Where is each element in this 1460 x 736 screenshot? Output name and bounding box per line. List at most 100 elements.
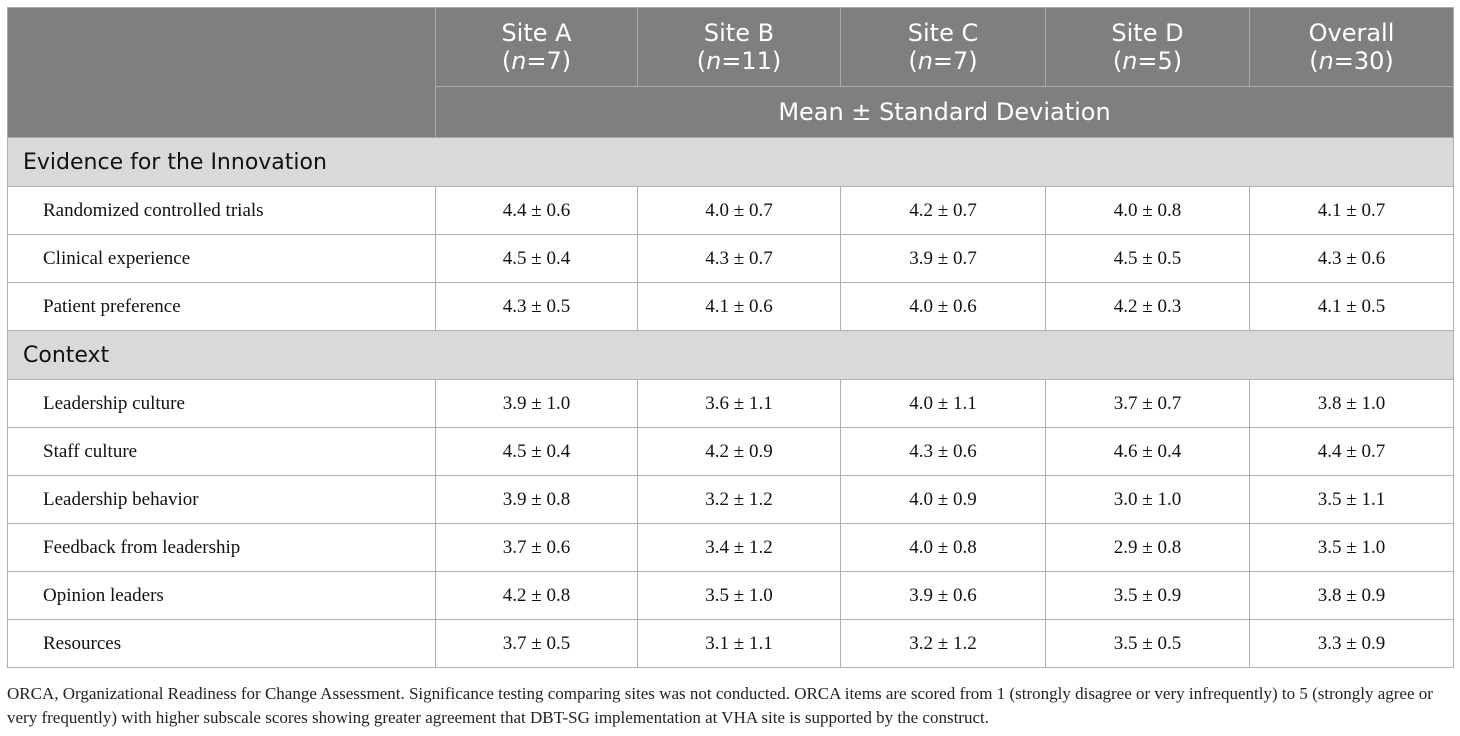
column-header-overall: Overall (n=30) xyxy=(1249,7,1454,87)
table-row: Opinion leaders 4.2 ± 0.8 3.5 ± 1.0 3.9 ± 0… xyxy=(7,571,1454,620)
n-prefix: ( xyxy=(1112,47,1123,75)
column-header-name: Site D xyxy=(1111,19,1184,47)
header-corner-cell xyxy=(7,7,436,138)
table-row: Patient preference 4.3 ± 0.5 4.1 ± 0.6 4.0 … xyxy=(7,282,1454,331)
value-cell: 3.8 ± 1.0 xyxy=(1249,379,1454,428)
value-cell: 4.3 ± 0.6 xyxy=(1249,234,1454,283)
column-header-n: (n=30) xyxy=(1250,47,1453,75)
value-cell: 4.0 ± 0.8 xyxy=(1045,186,1250,235)
value-cell: 3.5 ± 1.0 xyxy=(637,571,841,620)
value-cell: 4.0 ± 0.6 xyxy=(840,282,1046,331)
column-header-name: Overall xyxy=(1308,19,1395,47)
n-prefix: ( xyxy=(1309,47,1319,75)
value-cell: 3.2 ± 1.2 xyxy=(840,619,1046,668)
value-cell: 3.9 ± 0.7 xyxy=(840,234,1046,283)
n-symbol: n xyxy=(511,47,527,75)
value-cell: 4.4 ± 0.7 xyxy=(1249,427,1454,476)
n-prefix: ( xyxy=(908,47,918,75)
value-cell: 3.6 ± 1.1 xyxy=(637,379,841,428)
value-cell: 4.5 ± 0.5 xyxy=(1045,234,1250,283)
results-table-container: Site A (n=7) Site B (n=11) Site C (n=7) … xyxy=(7,7,1454,668)
n-prefix: ( xyxy=(696,47,707,75)
value-cell: 3.5 ± 0.5 xyxy=(1045,619,1250,668)
value-cell: 4.1 ± 0.6 xyxy=(637,282,841,331)
n-value: =7) xyxy=(932,47,978,75)
n-value: =5) xyxy=(1137,47,1183,75)
row-label: Leadership culture xyxy=(7,379,436,428)
row-label: Clinical experience xyxy=(7,234,436,283)
column-header-n: (n=7) xyxy=(436,47,637,75)
column-header-n: (n=11) xyxy=(638,47,840,75)
value-cell: 4.0 ± 0.7 xyxy=(637,186,841,235)
value-cell: 4.0 ± 0.9 xyxy=(840,475,1046,524)
n-value: =7) xyxy=(526,47,572,75)
section-header-row: Evidence for the Innovation xyxy=(7,137,1454,187)
value-cell: 4.2 ± 0.7 xyxy=(840,186,1046,235)
table-row: Resources 3.7 ± 0.5 3.1 ± 1.1 3.2 ± 1.2 3.5 … xyxy=(7,619,1454,668)
value-cell: 2.9 ± 0.8 xyxy=(1045,523,1250,572)
value-cell: 3.5 ± 1.0 xyxy=(1249,523,1454,572)
value-cell: 3.2 ± 1.2 xyxy=(637,475,841,524)
n-symbol: n xyxy=(706,47,722,75)
column-header-site-a: Site A (n=7) xyxy=(435,7,638,87)
n-value: =30) xyxy=(1333,47,1394,75)
value-cell: 4.4 ± 0.6 xyxy=(435,186,638,235)
table-row: Randomized controlled trials 4.4 ± 0.6 4.0… xyxy=(7,186,1454,235)
header-row-sites: Site A (n=7) Site B (n=11) Site C (n=7) … xyxy=(7,7,1454,138)
orca-results-table: Site A (n=7) Site B (n=11) Site C (n=7) … xyxy=(7,7,1454,668)
table-row: Leadership culture 3.9 ± 1.0 3.6 ± 1.1 4.0 … xyxy=(7,379,1454,428)
column-header-name: Site C xyxy=(907,19,979,47)
value-cell: 3.0 ± 1.0 xyxy=(1045,475,1250,524)
header-row-statistic: Mean ± Standard Deviation xyxy=(8,86,1454,138)
column-header-name: Site A xyxy=(501,19,572,47)
statistic-subheader: Mean ± Standard Deviation xyxy=(435,86,1454,138)
value-cell: 4.2 ± 0.3 xyxy=(1045,282,1250,331)
table-row: Clinical experience 4.5 ± 0.4 4.3 ± 0.7 3.9… xyxy=(7,234,1454,283)
section-header-row: Context xyxy=(7,330,1454,380)
value-cell: 3.9 ± 1.0 xyxy=(435,379,638,428)
value-cell: 4.5 ± 0.4 xyxy=(435,234,638,283)
table-body: Evidence for the Innovation Randomized co… xyxy=(7,137,1454,668)
value-cell: 3.7 ± 0.6 xyxy=(435,523,638,572)
value-cell: 3.7 ± 0.7 xyxy=(1045,379,1250,428)
value-cell: 3.3 ± 0.9 xyxy=(1249,619,1454,668)
n-symbol: n xyxy=(917,47,933,75)
n-value: =11) xyxy=(721,47,782,75)
value-cell: 4.0 ± 0.8 xyxy=(840,523,1046,572)
row-label: Resources xyxy=(7,619,436,668)
value-cell: 3.8 ± 0.9 xyxy=(1249,571,1454,620)
value-cell: 3.4 ± 1.2 xyxy=(637,523,841,572)
value-cell: 3.9 ± 0.6 xyxy=(840,571,1046,620)
table-header: Site A (n=7) Site B (n=11) Site C (n=7) … xyxy=(7,7,1454,138)
column-header-site-d: Site D (n=5) xyxy=(1045,7,1250,87)
n-prefix: ( xyxy=(501,47,512,75)
n-symbol: n xyxy=(1122,47,1138,75)
section-title: Evidence for the Innovation xyxy=(7,137,1454,187)
row-label: Opinion leaders xyxy=(7,571,436,620)
value-cell: 3.7 ± 0.5 xyxy=(435,619,638,668)
value-cell: 3.5 ± 1.1 xyxy=(1249,475,1454,524)
column-header-n: (n=7) xyxy=(841,47,1045,75)
row-label: Randomized controlled trials xyxy=(7,186,436,235)
row-label: Patient preference xyxy=(7,282,436,331)
table-row: Staff culture 4.5 ± 0.4 4.2 ± 0.9 4.3 ± 0.6… xyxy=(7,427,1454,476)
value-cell: 4.5 ± 0.4 xyxy=(435,427,638,476)
row-label: Staff culture xyxy=(7,427,436,476)
table-footnote: ORCA, Organizational Readiness for Chang… xyxy=(7,684,1433,727)
column-header-site-b: Site B (n=11) xyxy=(637,7,841,87)
table-row: Leadership behavior 3.9 ± 0.8 3.2 ± 1.2 4.0… xyxy=(7,475,1454,524)
value-cell: 4.1 ± 0.7 xyxy=(1249,186,1454,235)
row-label: Feedback from leadership xyxy=(7,523,436,572)
value-cell: 4.2 ± 0.9 xyxy=(637,427,841,476)
row-label: Leadership behavior xyxy=(7,475,436,524)
table-row: Feedback from leadership 3.7 ± 0.6 3.4 ± 1… xyxy=(7,523,1454,572)
value-cell: 4.2 ± 0.8 xyxy=(435,571,638,620)
value-cell: 4.3 ± 0.5 xyxy=(435,282,638,331)
value-cell: 4.3 ± 0.7 xyxy=(637,234,841,283)
section-title: Context xyxy=(7,330,1454,380)
value-cell: 3.9 ± 0.8 xyxy=(435,475,638,524)
n-symbol: n xyxy=(1318,47,1334,75)
value-cell: 3.1 ± 1.1 xyxy=(637,619,841,668)
value-cell: 4.6 ± 0.4 xyxy=(1045,427,1250,476)
value-cell: 4.3 ± 0.6 xyxy=(840,427,1046,476)
